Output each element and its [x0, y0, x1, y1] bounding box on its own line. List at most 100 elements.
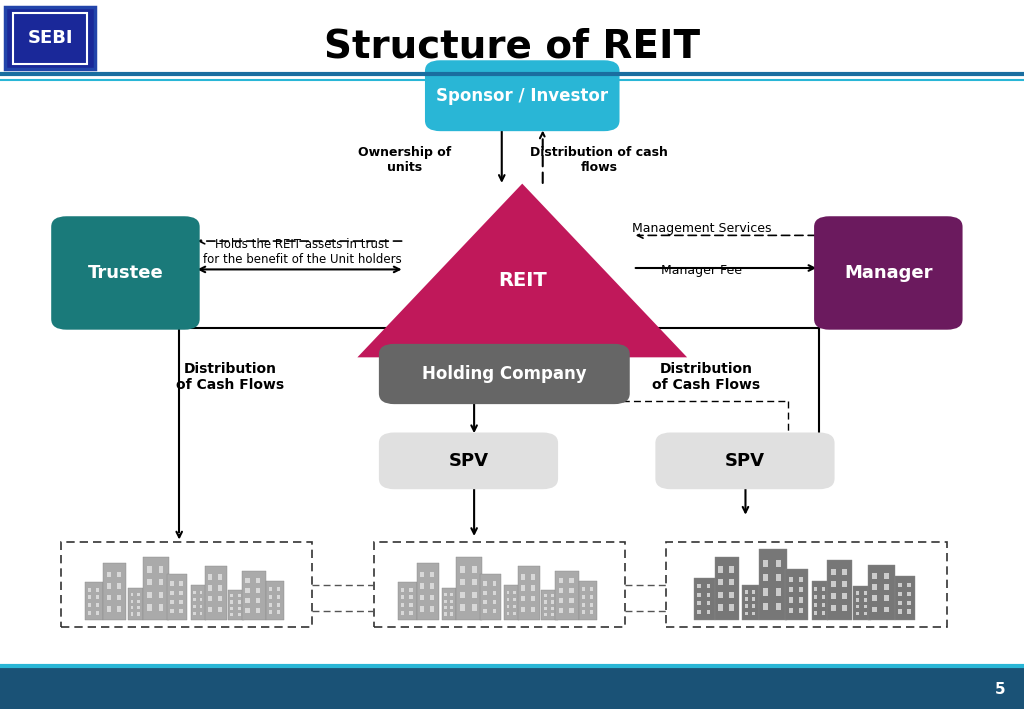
Bar — [729, 579, 734, 586]
Bar — [831, 581, 836, 587]
Bar — [868, 565, 895, 620]
Bar — [719, 604, 723, 610]
Bar — [531, 574, 536, 580]
Bar — [582, 603, 585, 606]
Bar — [451, 613, 454, 615]
Bar — [521, 585, 525, 591]
Bar — [569, 578, 573, 583]
Bar — [569, 588, 573, 593]
Bar — [472, 591, 476, 598]
Bar — [719, 591, 723, 598]
Bar — [200, 612, 203, 615]
Bar — [130, 593, 133, 596]
Bar — [493, 609, 497, 613]
Bar — [472, 579, 476, 586]
Bar — [744, 611, 748, 615]
Bar — [61, 542, 312, 627]
Bar — [208, 574, 212, 580]
Bar — [785, 569, 808, 620]
Bar — [776, 574, 781, 581]
Bar — [753, 604, 755, 608]
Bar — [518, 566, 541, 620]
Bar — [544, 607, 547, 610]
Bar — [715, 557, 739, 620]
Bar — [230, 594, 233, 598]
Bar — [170, 581, 174, 586]
Bar — [697, 601, 701, 605]
Bar — [799, 608, 803, 613]
Bar — [885, 584, 889, 590]
Bar — [742, 585, 759, 620]
Bar — [513, 598, 516, 601]
Bar — [146, 604, 152, 610]
Bar — [96, 603, 99, 607]
Bar — [788, 608, 793, 613]
Bar — [238, 607, 241, 610]
Bar — [666, 542, 947, 627]
Bar — [420, 606, 424, 612]
Bar — [218, 585, 222, 591]
Bar — [872, 574, 878, 579]
Text: Distribution
of Cash Flows: Distribution of Cash Flows — [652, 362, 761, 392]
Bar — [763, 603, 768, 610]
Bar — [590, 610, 593, 615]
Bar — [559, 588, 563, 593]
Bar — [483, 591, 487, 595]
Bar — [504, 586, 519, 620]
Bar — [106, 595, 111, 601]
Bar — [88, 596, 91, 599]
Bar — [531, 585, 536, 591]
Bar — [694, 578, 715, 620]
Text: Structure of REIT: Structure of REIT — [324, 27, 700, 65]
Text: Holds the REIT assets in trust
for the benefit of the Unit holders: Holds the REIT assets in trust for the b… — [203, 238, 401, 266]
Bar — [256, 588, 260, 593]
Bar — [544, 594, 547, 598]
Bar — [276, 610, 280, 615]
Bar — [551, 594, 554, 598]
Text: Management Services: Management Services — [632, 222, 771, 235]
Bar — [822, 587, 824, 591]
Bar — [246, 608, 250, 613]
Bar — [822, 603, 824, 607]
Bar — [170, 600, 174, 604]
Bar — [117, 571, 121, 577]
Bar — [88, 611, 91, 615]
Bar — [451, 593, 454, 596]
Bar — [398, 582, 417, 620]
Bar — [744, 604, 748, 608]
Bar — [103, 563, 126, 620]
Bar — [864, 591, 867, 595]
Bar — [521, 607, 525, 613]
Text: SPV: SPV — [725, 452, 765, 470]
Bar — [799, 598, 803, 603]
Bar — [472, 566, 476, 573]
Bar — [266, 581, 284, 620]
Bar — [420, 595, 424, 601]
Bar — [759, 549, 787, 620]
Bar — [143, 557, 169, 620]
Bar — [410, 588, 413, 591]
Bar — [864, 598, 867, 602]
Bar — [200, 591, 203, 594]
Bar — [842, 605, 847, 611]
Bar — [430, 595, 434, 601]
Bar — [707, 584, 711, 588]
Bar — [788, 598, 793, 603]
Bar — [106, 606, 111, 612]
Bar — [812, 581, 828, 620]
FancyBboxPatch shape — [0, 668, 1024, 709]
Bar — [544, 601, 547, 603]
Bar — [268, 603, 271, 606]
Bar — [137, 600, 140, 603]
Bar — [907, 592, 910, 596]
Bar — [872, 596, 878, 601]
Bar — [776, 603, 781, 610]
FancyBboxPatch shape — [379, 344, 630, 404]
Bar — [117, 606, 121, 612]
Bar — [507, 612, 509, 615]
Bar — [559, 598, 563, 603]
Bar — [170, 591, 174, 595]
Bar — [96, 611, 99, 615]
Bar — [831, 605, 836, 611]
Bar — [507, 591, 509, 594]
